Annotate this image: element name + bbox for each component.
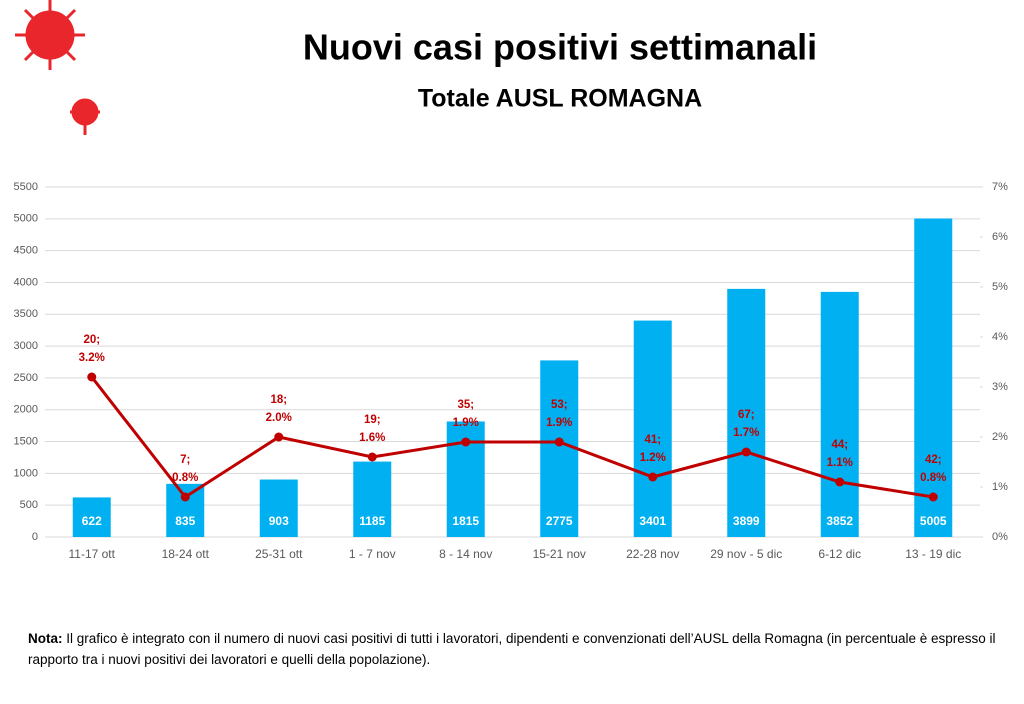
line-value-label: 7; bbox=[180, 454, 190, 466]
line-value-label: 20; bbox=[83, 334, 100, 346]
virus-icon bbox=[15, 0, 100, 135]
bar-value-label: 5005 bbox=[920, 514, 947, 528]
line-value-label: 41; bbox=[644, 434, 661, 446]
line-value-label: 18; bbox=[270, 394, 287, 406]
y-tick-label: 500 bbox=[20, 499, 38, 511]
y-tick-label: 1000 bbox=[14, 467, 38, 479]
bar-value-label: 2775 bbox=[546, 514, 573, 528]
line-value-label: 0.8% bbox=[920, 472, 946, 484]
x-tick-label: 13 - 19 dic bbox=[905, 547, 961, 561]
line-point bbox=[180, 492, 190, 502]
bar-value-label: 903 bbox=[269, 514, 289, 528]
bar-value-label: 1815 bbox=[452, 514, 479, 528]
line-value-label: 1.7% bbox=[733, 427, 759, 439]
chart-title: Nuovi casi positivi settimanali bbox=[303, 27, 817, 68]
x-tick-label: 11-17 ott bbox=[69, 547, 116, 561]
y2-tick-label: 0% bbox=[992, 531, 1008, 543]
bar bbox=[820, 291, 859, 537]
y-tick-label: 5500 bbox=[14, 181, 38, 193]
x-tick-label: 18-24 ott bbox=[162, 547, 210, 561]
line-value-label: 1.9% bbox=[453, 417, 479, 429]
y2-tick-label: 1% bbox=[992, 481, 1008, 493]
bar-value-label: 622 bbox=[82, 514, 102, 528]
y-tick-label: 2000 bbox=[14, 404, 38, 416]
y2-tick-label: 4% bbox=[992, 331, 1008, 343]
bar bbox=[259, 479, 298, 537]
x-tick-label: 8 - 14 nov bbox=[439, 547, 492, 561]
bar-value-label: 1185 bbox=[359, 514, 385, 528]
y2-tick-label: 6% bbox=[992, 231, 1008, 243]
x-tick-label: 22-28 nov bbox=[626, 547, 679, 561]
line-value-label: 42; bbox=[925, 454, 942, 466]
bar-value-label: 835 bbox=[175, 514, 195, 528]
line-value-label: 1.6% bbox=[359, 432, 385, 444]
y-tick-label: 4000 bbox=[14, 276, 38, 288]
y-tick-label: 0 bbox=[32, 531, 38, 543]
line-value-label: 53; bbox=[551, 399, 568, 411]
chart-subtitle: Totale AUSL ROMAGNA bbox=[418, 85, 702, 113]
note: Nota: Il grafico è integrato con il nume… bbox=[28, 628, 1003, 670]
line-value-label: 3.2% bbox=[79, 352, 105, 364]
y2-tick-label: 3% bbox=[992, 381, 1008, 393]
y-tick-label: 5000 bbox=[14, 213, 38, 225]
line-point bbox=[274, 432, 284, 442]
bar bbox=[727, 288, 766, 537]
note-text: Il grafico è integrato con il numero di … bbox=[28, 631, 996, 667]
y-tick-label: 1500 bbox=[14, 435, 38, 447]
line-value-label: 44; bbox=[831, 439, 848, 451]
line-value-label: 67; bbox=[738, 409, 755, 421]
line-value-label: 1.2% bbox=[640, 452, 666, 464]
x-tick-label: 15-21 nov bbox=[533, 547, 586, 561]
x-tick-label: 29 nov - 5 dic bbox=[710, 547, 782, 561]
x-tick-label: 6-12 dic bbox=[818, 547, 861, 561]
bar bbox=[540, 360, 579, 537]
y2-tick-label: 5% bbox=[992, 281, 1008, 293]
y2-tick-label: 7% bbox=[992, 181, 1008, 193]
line-point bbox=[461, 437, 471, 447]
bar-value-label: 3899 bbox=[733, 514, 760, 528]
line-point bbox=[87, 372, 97, 382]
bar-value-label: 3852 bbox=[826, 514, 853, 528]
line-value-label: 35; bbox=[457, 399, 474, 411]
line-value-label: 19; bbox=[364, 414, 381, 426]
bar bbox=[633, 320, 672, 537]
line-point bbox=[648, 472, 658, 482]
x-tick-label: 25-31 ott bbox=[255, 547, 303, 561]
y2-tick-label: 2% bbox=[992, 431, 1008, 443]
y-tick-label: 2500 bbox=[14, 372, 38, 384]
note-label: Nota: bbox=[28, 631, 63, 646]
y-tick-label: 4500 bbox=[14, 245, 38, 257]
bar bbox=[166, 483, 205, 537]
y-tick-label: 3000 bbox=[14, 340, 38, 352]
line-value-label: 1.1% bbox=[827, 457, 853, 469]
bar bbox=[72, 497, 111, 537]
line-value-label: 2.0% bbox=[266, 412, 292, 424]
line bbox=[90, 376, 934, 500]
bar-value-label: 3401 bbox=[639, 514, 666, 528]
bar bbox=[914, 218, 953, 537]
y-tick-label: 3500 bbox=[14, 308, 38, 320]
line-point bbox=[367, 452, 377, 462]
line-point bbox=[741, 447, 751, 457]
line-value-label: 0.8% bbox=[172, 472, 198, 484]
line-point bbox=[554, 437, 564, 447]
line-value-label: 1.9% bbox=[546, 417, 572, 429]
x-tick-label: 1 - 7 nov bbox=[349, 547, 396, 561]
bar bbox=[353, 461, 392, 537]
line-point bbox=[835, 477, 845, 487]
line-point bbox=[928, 492, 938, 502]
